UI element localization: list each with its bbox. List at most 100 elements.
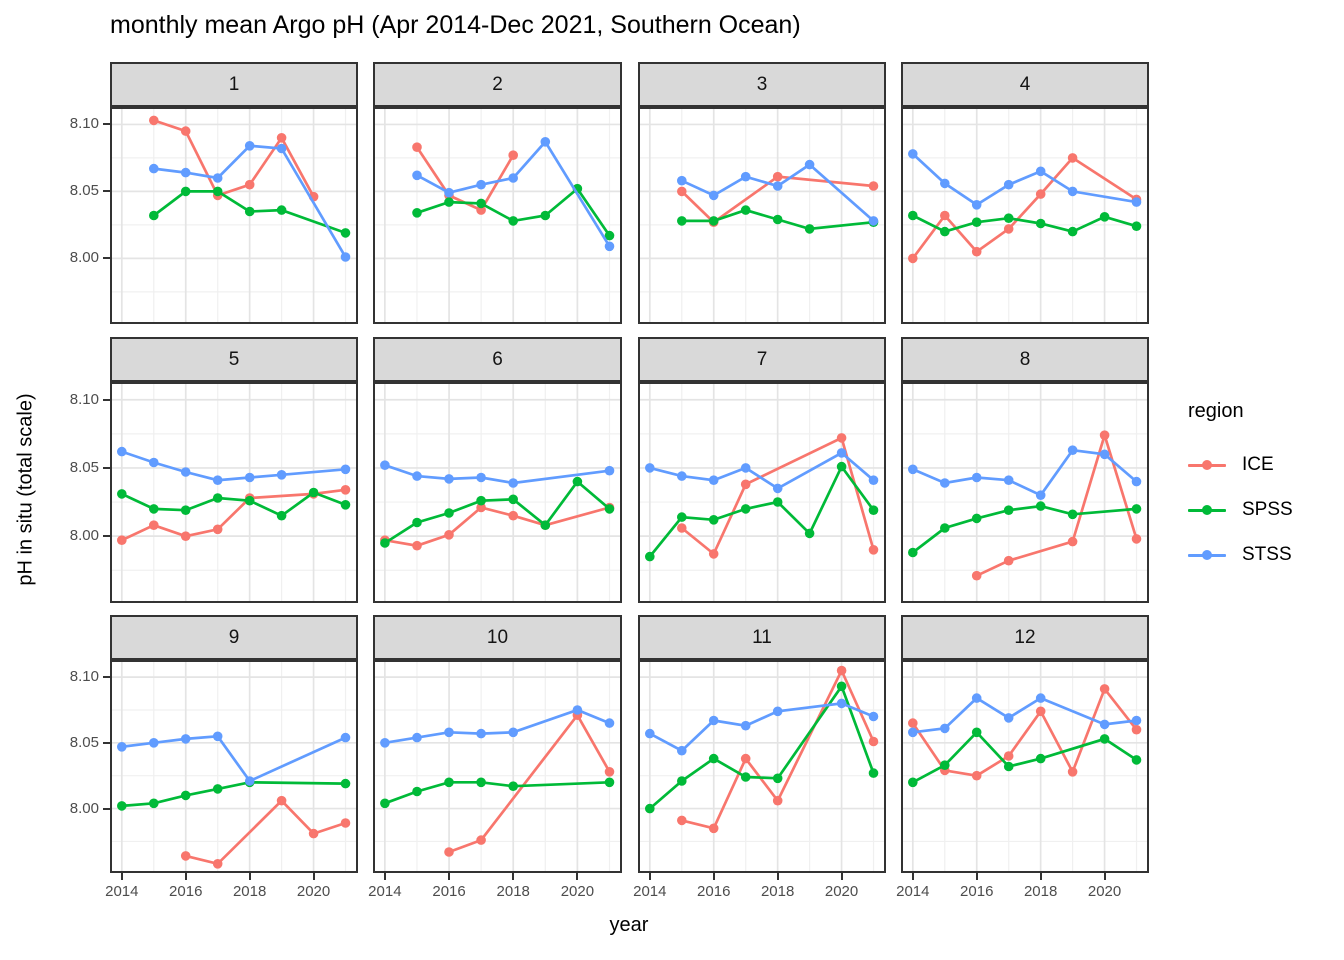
facet-strip: 5	[110, 337, 358, 382]
data-point-spss	[708, 515, 719, 525]
data-point-spss	[772, 214, 783, 225]
data-point-spss	[971, 513, 982, 524]
data-point-spss	[380, 538, 390, 548]
data-point-stss	[836, 698, 847, 709]
data-point-stss	[508, 478, 518, 488]
x-tick-label: 2018	[760, 883, 795, 900]
y-tick-label: 8.00	[69, 527, 99, 545]
facet-strip-label: 10	[486, 626, 509, 648]
data-point-stss	[212, 731, 223, 742]
data-point-stss	[212, 173, 223, 183]
x-tick-mark	[576, 873, 579, 880]
data-point-spss	[1035, 753, 1046, 764]
data-point-stss	[149, 163, 159, 174]
data-point-ice	[740, 479, 751, 490]
series-line-spss	[121, 490, 346, 518]
data-point-spss	[572, 476, 583, 487]
facet-strip-label: 9	[228, 626, 240, 648]
y-tick-mark	[103, 466, 110, 469]
x-tick-label: 2018	[232, 883, 267, 900]
panel-border	[638, 107, 886, 324]
data-point-stss	[276, 470, 287, 480]
data-point-stss	[1099, 449, 1110, 460]
data-point-spss	[508, 781, 518, 791]
data-point-ice	[276, 795, 287, 806]
data-point-ice	[1035, 706, 1046, 717]
series-line-stss	[121, 734, 347, 783]
data-point-spss	[380, 798, 390, 809]
data-point-spss	[804, 528, 815, 539]
panel-border	[373, 382, 622, 603]
data-point-stss	[677, 175, 687, 186]
facet-plot	[638, 107, 886, 324]
data-point-stss	[645, 463, 655, 473]
data-point-ice	[180, 531, 191, 541]
series-line-ice	[448, 712, 611, 854]
data-point-spss	[908, 547, 918, 558]
data-point-ice	[677, 815, 687, 826]
data-point-ice	[677, 186, 687, 197]
data-point-stss	[340, 464, 351, 475]
data-point-spss	[836, 681, 847, 692]
data-point-ice	[908, 253, 918, 264]
data-point-spss	[908, 777, 918, 788]
data-point-stss	[180, 734, 191, 744]
data-point-ice	[117, 535, 127, 545]
data-point-ice	[971, 770, 982, 781]
data-point-stss	[180, 167, 191, 178]
data-point-spss	[180, 505, 191, 515]
series-line-spss	[384, 479, 611, 545]
data-point-stss	[149, 738, 159, 748]
data-point-spss	[149, 504, 159, 514]
data-point-ice	[1003, 555, 1014, 566]
data-point-stss	[908, 149, 918, 159]
data-point-ice	[508, 510, 518, 521]
data-point-spss	[180, 790, 191, 801]
x-tick-mark	[840, 873, 843, 880]
series-line-ice	[911, 686, 1138, 778]
series-line-stss	[416, 139, 611, 248]
data-point-ice	[740, 753, 751, 764]
series-line-stss	[384, 463, 610, 485]
data-point-spss	[772, 497, 783, 507]
legend: region ICE SPSS STSS	[1188, 400, 1293, 590]
data-point-stss	[476, 179, 486, 190]
data-point-stss	[117, 446, 127, 457]
data-point-spss	[276, 205, 287, 215]
panel-border	[110, 382, 358, 603]
legend-key-spss-icon	[1188, 500, 1226, 520]
data-point-spss	[1067, 509, 1078, 520]
data-point-ice	[940, 210, 950, 221]
y-tick-mark	[103, 676, 110, 679]
facet-strip: 12	[901, 615, 1149, 660]
data-point-ice	[444, 530, 454, 540]
data-point-ice	[772, 171, 783, 182]
data-point-ice	[1003, 751, 1014, 761]
data-point-spss	[180, 186, 191, 197]
data-point-stss	[772, 483, 783, 494]
data-point-stss	[412, 732, 422, 743]
data-point-stss	[340, 252, 351, 262]
data-point-stss	[117, 742, 127, 752]
data-point-stss	[340, 732, 351, 743]
data-point-stss	[1131, 715, 1142, 726]
y-tick-label: 8.10	[69, 668, 99, 686]
data-point-spss	[677, 512, 687, 522]
data-point-ice	[1003, 224, 1014, 234]
data-point-stss	[380, 738, 390, 748]
panel-border	[110, 660, 358, 873]
data-point-stss	[971, 200, 982, 210]
y-tick-mark	[103, 398, 110, 401]
legend-label-ice: ICE	[1242, 454, 1274, 475]
x-tick-label: 2016	[697, 883, 731, 900]
data-point-stss	[1003, 179, 1014, 190]
x-tick-mark	[312, 873, 315, 880]
x-tick-label: 2016	[960, 883, 994, 900]
data-point-ice	[971, 246, 982, 257]
data-point-spss	[940, 760, 950, 770]
data-point-ice	[412, 540, 422, 551]
series-line-spss	[681, 208, 874, 231]
data-point-stss	[604, 241, 615, 252]
legend-label-spss: SPSS	[1242, 499, 1293, 520]
data-point-spss	[645, 803, 655, 814]
